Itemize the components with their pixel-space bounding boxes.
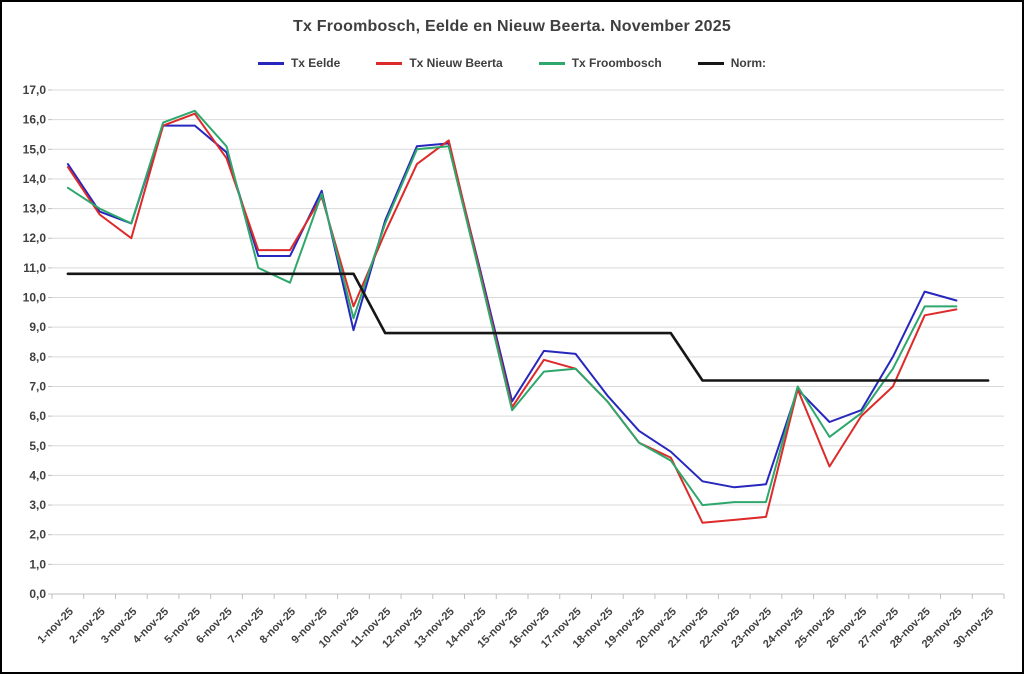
legend-item-tx-nieuw-beerta: Tx Nieuw Beerta [376, 56, 503, 70]
legend-label-norm: Norm: [730, 56, 767, 70]
y-tick-label: 10,0 [23, 291, 47, 305]
y-tick-label: 8,0 [29, 350, 46, 364]
series-line-tx-froombosch [66, 109, 958, 507]
line-swatch-tx-froombosch [538, 61, 565, 65]
y-tick-label: 12,0 [23, 231, 47, 245]
y-tick-label: 5,0 [29, 439, 46, 453]
y-tick-label: 7,0 [29, 379, 46, 393]
chart-legend: Tx Eelde Tx Nieuw Beerta Tx Froombosch N… [2, 56, 1022, 70]
legend-item-tx-eelde: Tx Eelde [257, 56, 341, 70]
line-swatch-norm [697, 61, 724, 65]
legend-label-tx-nieuw-beerta: Tx Nieuw Beerta [409, 56, 503, 70]
series-line-tx-eelde [66, 124, 958, 489]
y-tick-label: 2,0 [29, 528, 46, 542]
y-tick-label: 3,0 [29, 498, 46, 512]
y-tick-label: 15,0 [23, 142, 47, 156]
y-tick-label: 9,0 [29, 320, 46, 334]
y-tick-label: 17,0 [23, 83, 47, 97]
chart-title: Tx Froombosch, Eelde en Nieuw Beerta. No… [293, 18, 731, 35]
line-swatch-tx-nieuw-beerta [376, 61, 403, 65]
legend-item-tx-froombosch: Tx Froombosch [538, 56, 662, 70]
legend-label-tx-froombosch: Tx Froombosch [571, 56, 662, 70]
y-tick-label: 1,0 [29, 557, 46, 571]
y-tick-label: 6,0 [29, 409, 46, 423]
series-line-norm [66, 272, 990, 382]
line-swatch-tx-eelde [257, 61, 284, 65]
legend-item-norm: Norm: [697, 56, 767, 70]
y-tick-label: 14,0 [23, 172, 47, 186]
series-line-tx-nieuw-beerta [66, 112, 958, 524]
y-tick-label: 0,0 [29, 587, 46, 601]
y-tick-label: 4,0 [29, 468, 46, 482]
y-tick-label: 16,0 [23, 113, 47, 127]
y-tick-label: 11,0 [23, 261, 46, 275]
y-tick-label: 13,0 [23, 202, 47, 216]
legend-label-tx-eelde: Tx Eelde [290, 56, 341, 70]
